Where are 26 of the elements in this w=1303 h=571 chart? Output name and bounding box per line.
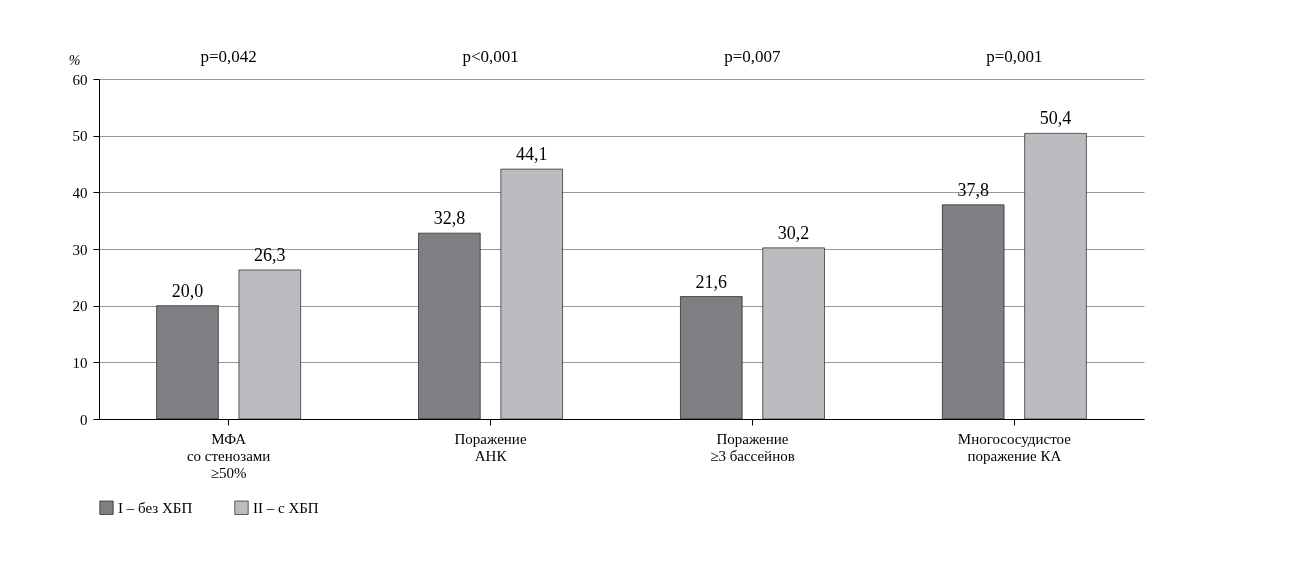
data-label: 26,3: [254, 244, 286, 265]
data-label: 44,1: [515, 144, 548, 165]
text: p=0,042: [200, 47, 257, 66]
data-label: 50,4: [1039, 108, 1072, 129]
x-tick-label: МФА со стенозами ≥50%: [186, 430, 271, 481]
x-tick-label: Многососудистое поражение КА: [957, 430, 1072, 464]
x-tick-label: Поражение АНК: [454, 430, 527, 464]
text: p<0,001: [462, 47, 519, 66]
legend-label: I – без ХБП: [118, 499, 193, 516]
data-label: 30,2: [777, 222, 810, 243]
y-axis-title: %: [68, 52, 81, 68]
y-tick-label: 20: [72, 298, 88, 315]
legend-label: II – с ХБП: [253, 499, 319, 516]
data-label: 37,8: [957, 179, 989, 200]
x-tick-label: Поражение ≥3 бассейнов: [710, 430, 795, 464]
y-tick-label: 40: [72, 184, 88, 201]
y-tick-label: 60: [72, 71, 88, 88]
y-tick-label: 10: [72, 354, 88, 371]
text: p=0,001: [986, 47, 1043, 66]
y-tick-label: 30: [72, 241, 88, 258]
y-tick-label: 0: [80, 411, 88, 428]
data-label: 20,0: [171, 280, 204, 301]
y-tick-label: 50: [72, 128, 88, 145]
text: p=0,007: [724, 47, 782, 66]
data-label: 32,8: [433, 208, 466, 229]
data-label: 21,6: [695, 271, 728, 292]
